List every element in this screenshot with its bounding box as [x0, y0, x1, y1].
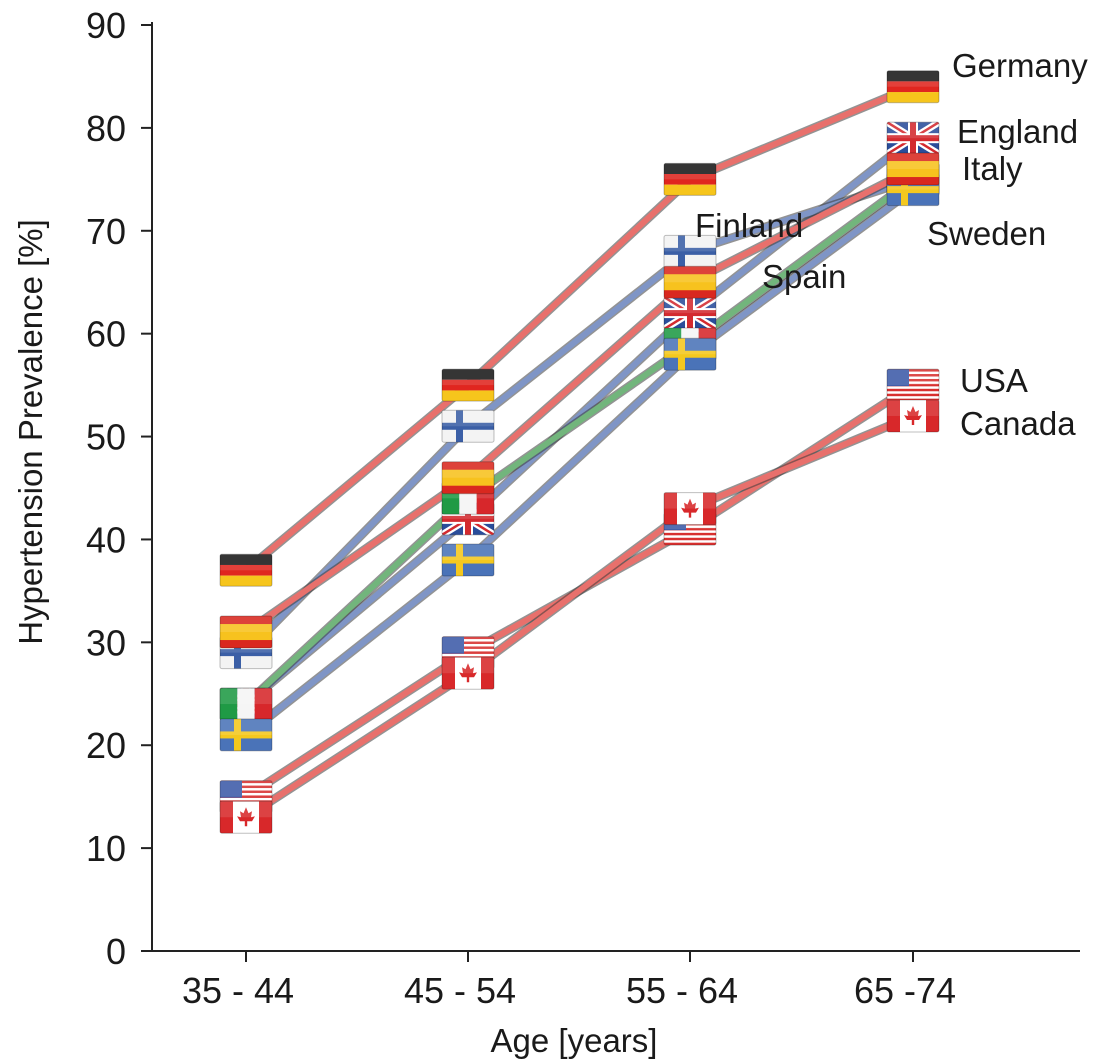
- flag-marker-spain-3: [663, 265, 717, 299]
- y-tick-label: 70: [86, 211, 126, 252]
- axes: [151, 22, 1080, 952]
- x-axis-title: Age [years]: [491, 1022, 658, 1059]
- flag-marker-germany-3: [663, 162, 717, 196]
- flag-marker-canada-1: [219, 800, 273, 834]
- flag-marker-usa-4: [886, 368, 940, 402]
- series-line-italy: [243, 176, 916, 708]
- flag-marker-germany-1: [219, 553, 273, 587]
- series-line-germany: [243, 83, 916, 574]
- series-line-shadow-germany: [241, 82, 918, 575]
- flag-marker-finland-2: [441, 409, 495, 443]
- series-label-germany: Germany: [952, 47, 1088, 84]
- x-tick-label: 55 - 64: [626, 970, 738, 1011]
- series-line-spain: [243, 166, 916, 636]
- y-axis-title: Hypertension Prevalence [%]: [12, 219, 49, 645]
- series-line-sweden: [243, 186, 916, 738]
- flag-marker-sweden-1: [219, 718, 273, 752]
- y-ticks: 0 10 20 30 40 50 60 70 80 90: [86, 5, 152, 972]
- flag-marker-england-3: [663, 296, 717, 330]
- x-tick-label: 45 - 54: [404, 970, 516, 1011]
- flag-marker-spain-2: [441, 461, 495, 495]
- flag-marker-spain-4: [886, 152, 940, 186]
- flag-marker-canada-2: [441, 656, 495, 690]
- flag-marker-canada-4: [886, 399, 940, 433]
- y-tick-label: 30: [86, 622, 126, 663]
- x-ticks: 35 - 44 45 - 54 55 - 64 65 -74: [182, 951, 956, 1011]
- y-tick-label: 60: [86, 314, 126, 355]
- flag-marker-england-4: [886, 121, 940, 155]
- series-label-finland: Finland: [695, 207, 803, 244]
- series-lines: [241, 82, 918, 822]
- series-label-usa: USA: [960, 362, 1028, 399]
- y-tick-label: 50: [86, 417, 126, 458]
- y-tick-label: 0: [106, 931, 126, 972]
- series-label-sweden: Sweden: [927, 215, 1046, 252]
- x-tick-label: 35 - 44: [182, 970, 294, 1011]
- series-label-england: England: [957, 113, 1078, 150]
- flag-marker-italy-1: [219, 687, 273, 721]
- series-label-italy: Italy: [962, 150, 1023, 187]
- y-tick-label: 80: [86, 108, 126, 149]
- y-tick-label: 10: [86, 828, 126, 869]
- y-tick-label: 40: [86, 519, 126, 560]
- flag-marker-spain-1: [219, 615, 273, 649]
- y-tick-label: 20: [86, 725, 126, 766]
- series-label-canada: Canada: [960, 405, 1076, 442]
- flag-marker-germany-4: [886, 70, 940, 104]
- x-tick-label: 65 -74: [854, 970, 956, 1011]
- series-line-finland: [243, 176, 916, 656]
- flag-marker-germany-2: [441, 368, 495, 402]
- series-flags: [219, 70, 940, 834]
- y-tick-label: 90: [86, 5, 126, 46]
- flag-marker-sweden-3: [663, 337, 717, 371]
- flag-marker-sweden-2: [441, 543, 495, 577]
- flag-marker-canada-3: [663, 492, 717, 526]
- series-label-spain: Spain: [762, 258, 846, 295]
- series-line-canada: [243, 412, 916, 821]
